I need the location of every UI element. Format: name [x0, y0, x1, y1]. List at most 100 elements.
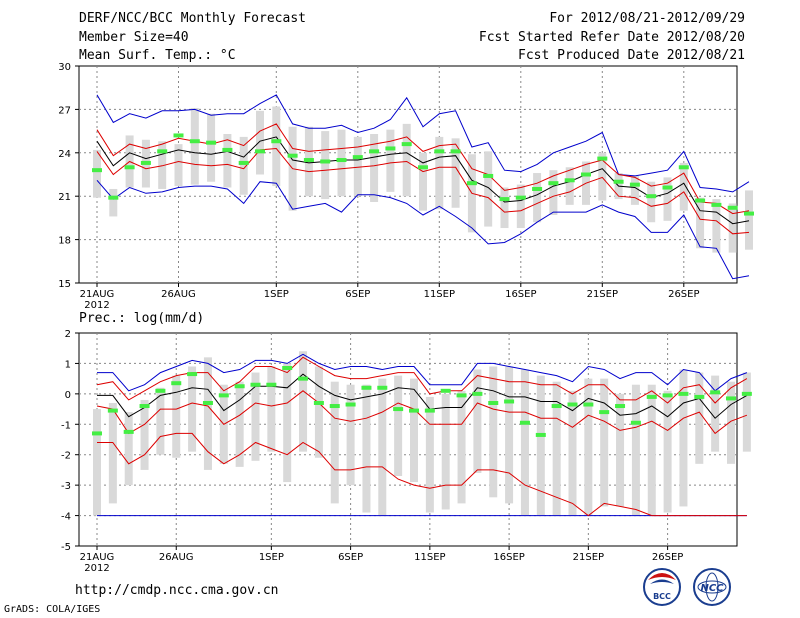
observed-marker [695, 198, 706, 203]
observed-marker [352, 155, 363, 160]
ensemble-box [549, 170, 558, 216]
x-tick-label: 21AUG [80, 289, 115, 300]
y-tick-label: 24 [58, 149, 71, 160]
x-tick-label: 6SEP [345, 289, 370, 300]
ensemble-box [337, 129, 346, 197]
ensemble-box [251, 372, 260, 461]
ensemble-box [362, 384, 371, 513]
ensemble-box [647, 181, 656, 223]
ensemble-box [321, 131, 330, 200]
observed-marker [140, 160, 151, 165]
y-tick-label: -4 [61, 512, 71, 523]
ensemble-box [520, 369, 529, 516]
observed-marker [615, 404, 626, 409]
observed-marker [139, 404, 150, 409]
ensemble-box [188, 366, 197, 452]
observed-marker [551, 404, 562, 409]
x-year-label: 2012 [84, 563, 109, 574]
temperature-chart: 15 18 21 24 27 30 21AUG 26AUG 1SEP 6SEP 11SEP 16SEP… [58, 62, 754, 311]
grads-credit: GrADS: COLA/IGES [4, 604, 101, 615]
ensemble-box [140, 399, 149, 470]
observed-marker [434, 149, 445, 154]
ensemble-box [174, 144, 183, 187]
ensemble-box [378, 378, 387, 516]
ensemble-box [235, 381, 244, 467]
observed-marker [266, 382, 277, 387]
observed-marker [583, 402, 594, 407]
observed-marker [646, 194, 657, 199]
min-line [96, 179, 750, 280]
x-tick-label: 26AUG [159, 552, 194, 563]
ensemble-box [500, 187, 509, 229]
observed-marker [646, 394, 657, 399]
x-tick-label: 1SEP [264, 289, 289, 300]
ensemble-box [728, 203, 737, 253]
ensemble-box [584, 378, 593, 516]
ensemble-box [203, 357, 212, 470]
observed-marker [418, 165, 428, 170]
ensemble-box [402, 123, 411, 197]
observed-marker [630, 420, 641, 425]
observed-marker [499, 197, 510, 202]
y-tick-label: 21 [58, 192, 71, 203]
source-url[interactable]: http://cmdp.ncc.cma.gov.cn [75, 583, 279, 598]
x-tick-label: 11SEP [414, 552, 445, 563]
ensemble-box [223, 133, 232, 188]
observed-marker [313, 400, 324, 405]
ensemble-box [93, 149, 101, 198]
y-tick-label: -1 [61, 420, 71, 431]
ensemble-box [272, 106, 281, 187]
member-size-label: Member Size=40 [79, 30, 189, 45]
ensemble-box [630, 175, 639, 205]
observed-marker [450, 149, 461, 154]
observed-marker [472, 391, 483, 396]
y-tick-label: 27 [58, 105, 71, 116]
observed-marker [613, 179, 624, 184]
observed-marker [108, 195, 119, 200]
observed-marker [440, 388, 451, 393]
observed-marker [567, 402, 578, 407]
y-tick-label: 1 [65, 359, 71, 370]
observed-marker [727, 205, 738, 210]
ensemble-box [712, 199, 721, 253]
max-line [96, 94, 750, 193]
observed-marker [694, 394, 705, 399]
x-tick-label: 26SEP [652, 552, 683, 563]
bcc-logo-text: BCC [653, 592, 671, 601]
observed-marker [189, 139, 200, 144]
ensemble-box [679, 369, 688, 507]
ensemble-box [457, 390, 466, 504]
produced-date: Fcst Produced Date 2012/08/21 [518, 48, 745, 63]
observed-marker [298, 376, 309, 381]
ensemble-box [425, 396, 434, 513]
ensemble-box [516, 184, 525, 229]
precipitation-chart: -5 -4 -3 -2 -1 0 1 2 21AUG 26AUG 1SEP 6SEP 11SEP 16SE… [61, 329, 752, 574]
y-tick-label: 18 [58, 236, 71, 247]
ensemble-box [565, 167, 574, 205]
observed-marker [320, 159, 331, 164]
observed-marker [92, 431, 102, 436]
observed-marker [662, 393, 673, 398]
observed-marker [206, 140, 217, 145]
chart-title: DERF/NCC/BCC Monthly Forecast [79, 11, 306, 26]
observed-marker [711, 202, 722, 207]
ensemble-box [473, 369, 482, 473]
ensemble-box [190, 107, 199, 185]
x-tick-label: 26SEP [668, 289, 699, 300]
ensemble-box [283, 363, 292, 483]
ensemble-box [299, 351, 308, 452]
forecast-period: For 2012/08/21-2012/09/29 [549, 11, 745, 26]
x-year-label: 2012 [84, 300, 109, 311]
observed-marker [171, 381, 182, 386]
observed-marker [222, 147, 233, 152]
observed-marker [336, 158, 347, 163]
observed-marker [710, 390, 721, 395]
ensemble-box [696, 197, 705, 249]
observed-marker [662, 185, 673, 190]
observed-marker [282, 365, 293, 370]
ncc-logo-text: NCC [700, 583, 724, 594]
ensemble-box [109, 188, 118, 217]
ensemble-box [256, 110, 264, 175]
x-tick-label: 21AUG [80, 552, 115, 563]
